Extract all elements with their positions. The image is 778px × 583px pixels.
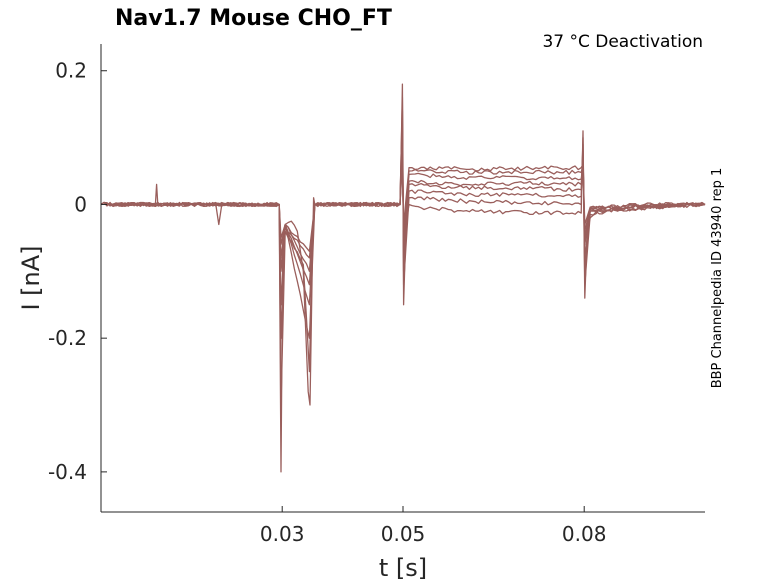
series-trace [100,163,706,252]
chart-subtitle: 37 °C Deactivation [542,32,703,52]
x-axis-label: t [s] [379,554,427,582]
x-axis-ticks: 0.03 0.05 0.08 [260,506,607,546]
x-tick-label: 0.05 [381,522,426,546]
y-axis-ticks: 0.2 0 -0.2 -0.4 [48,59,107,484]
y-tick-label: -0.2 [48,326,87,350]
chart-title: Nav1.7 Mouse CHO_FT [115,6,392,31]
x-tick-label: 0.03 [260,522,305,546]
y-tick-label: 0.2 [55,59,87,83]
y-tick-label: -0.4 [48,460,87,484]
y-axis-label: I [nA] [17,245,45,310]
y-tick-label: 0 [74,192,87,216]
x-tick-label: 0.08 [562,522,607,546]
side-note: BBP Channelpedia ID 43940 rep 1 [710,168,725,389]
series-group [100,83,706,473]
